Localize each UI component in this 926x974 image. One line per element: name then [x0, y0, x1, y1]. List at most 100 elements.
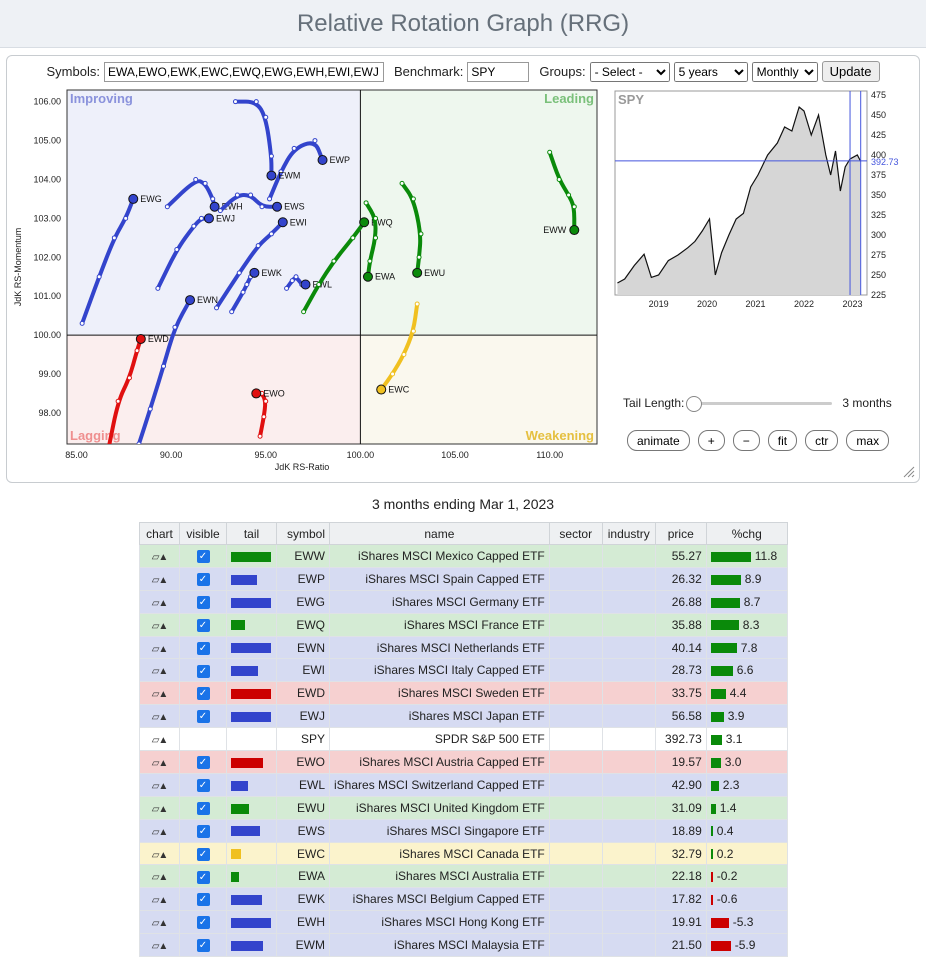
head-point-ewa[interactable]: [362, 271, 373, 282]
table-row[interactable]: ▱▲ ✓ EWI iShares MSCI Italy Capped ETF 28.73…: [139, 658, 788, 683]
chart-icon[interactable]: ▱▲: [151, 803, 169, 815]
header-chart[interactable]: chart: [139, 522, 180, 545]
visible-cell[interactable]: ✓: [179, 887, 227, 912]
benchmark-input[interactable]: [467, 61, 530, 82]
visible-cell[interactable]: ✓: [179, 612, 227, 637]
table-row[interactable]: ▱▲ ✓ EWG iShares MSCI Germany ETF 26.88 8.7: [139, 589, 788, 614]
chart-cell[interactable]: ▱▲: [139, 841, 180, 866]
table-row[interactable]: ▱▲ ✓ EWD iShares MSCI Sweden ETF 33.75 4.4: [139, 681, 788, 706]
header-visible[interactable]: visible: [179, 522, 227, 545]
chart-icon[interactable]: ▱▲: [151, 872, 169, 884]
visible-checkbox[interactable]: ✓: [196, 550, 210, 564]
chart-icon[interactable]: ▱▲: [151, 826, 169, 838]
visible-cell[interactable]: ✓: [179, 704, 227, 729]
header-symbol[interactable]: symbol: [276, 522, 330, 545]
head-point-ewu[interactable]: [412, 267, 423, 278]
fit-button[interactable]: fit: [767, 430, 798, 451]
visible-checkbox[interactable]: ✓: [196, 595, 210, 609]
visible-cell[interactable]: ✓: [179, 864, 227, 889]
visible-cell[interactable]: ✓: [179, 841, 227, 866]
head-point-ewi[interactable]: [277, 217, 288, 228]
chart-cell[interactable]: ▱▲: [139, 658, 180, 683]
visible-checkbox[interactable]: ✓: [196, 893, 210, 907]
table-row[interactable]: ▱▲ ✓ EWK iShares MSCI Belgium Capped ETF 17.…: [139, 887, 788, 912]
table-row[interactable]: ▱▲ ✓ EWN iShares MSCI Netherlands ETF 40.14 7…: [139, 635, 788, 660]
head-point-ewk[interactable]: [249, 267, 260, 278]
chart-icon[interactable]: ▱▲: [151, 689, 169, 701]
visible-cell[interactable]: ✓: [179, 818, 227, 843]
head-point-ewl[interactable]: [300, 279, 311, 290]
chart-cell[interactable]: ▱▲: [139, 887, 180, 912]
symbols-input[interactable]: [103, 61, 384, 82]
chart-cell[interactable]: ▱▲: [139, 818, 180, 843]
table-row[interactable]: ▱▲ ✓ EWW iShares MSCI Mexico Capped ETF 55.2…: [139, 544, 788, 568]
table-row[interactable]: ▱▲ ✓ EWM iShares MSCI Malaysia ETF 21.50 -5.9: [139, 933, 788, 958]
visible-checkbox[interactable]: ✓: [196, 939, 210, 953]
head-point-ewd[interactable]: [135, 333, 146, 344]
visible-checkbox[interactable]: ✓: [196, 916, 210, 930]
visible-checkbox[interactable]: ✓: [196, 870, 210, 884]
chart-cell[interactable]: ▱▲: [139, 612, 180, 637]
chart-cell[interactable]: ▱▲: [139, 795, 180, 820]
update-button[interactable]: Update: [821, 61, 880, 82]
visible-cell[interactable]: ✓: [179, 795, 227, 820]
chart-icon[interactable]: ▱▲: [151, 735, 169, 747]
table-row[interactable]: ▱▲ ✓ EWA iShares MSCI Australia ETF 22.18 -0.…: [139, 864, 788, 889]
head-point-ewp[interactable]: [317, 155, 328, 166]
visible-cell[interactable]: ✓: [179, 658, 227, 683]
chart-icon[interactable]: ▱▲: [151, 597, 169, 609]
visible-checkbox[interactable]: ✓: [196, 573, 210, 586]
resize-grip-icon[interactable]: [903, 466, 915, 478]
head-point-ewh[interactable]: [209, 201, 220, 212]
table-row[interactable]: ▱▲ ✓ EWS iShares MSCI Singapore ETF 18.89 0.4: [139, 818, 788, 843]
chart-icon[interactable]: ▱▲: [151, 780, 169, 792]
visible-checkbox[interactable]: ✓: [196, 618, 210, 632]
head-point-ewj[interactable]: [203, 213, 214, 224]
head-point-ewc[interactable]: [376, 384, 387, 395]
table-row[interactable]: ▱▲ ✓ EWQ iShares MSCI France ETF 35.88 8.3: [139, 612, 788, 637]
chart-icon[interactable]: ▱▲: [151, 643, 169, 655]
table-row[interactable]: ▱▲ ✓ EWC iShares MSCI Canada ETF 32.79 0.2: [139, 841, 788, 866]
visible-cell[interactable]: ✓: [179, 910, 227, 935]
header-tail[interactable]: tail: [226, 522, 277, 545]
chart-icon[interactable]: ▱▲: [151, 712, 169, 724]
chart-cell[interactable]: ▱▲: [139, 750, 180, 774]
table-row[interactable]: ▱▲ ✓ EWP iShares MSCI Spain Capped ETF 26.32…: [139, 566, 788, 591]
header-industry[interactable]: industry: [601, 522, 656, 545]
chart-cell[interactable]: ▱▲: [139, 910, 180, 935]
visible-checkbox[interactable]: ✓: [196, 710, 210, 724]
header-pct-change[interactable]: %chg: [705, 522, 788, 545]
slider-thumb[interactable]: [686, 396, 703, 412]
visible-cell[interactable]: [179, 727, 227, 752]
chart-icon[interactable]: ▱▲: [151, 849, 169, 861]
head-point-ews[interactable]: [272, 201, 283, 212]
chart-icon[interactable]: ▱▲: [151, 574, 169, 586]
chart-icon[interactable]: ▱▲: [151, 551, 169, 563]
visible-cell[interactable]: ✓: [179, 544, 227, 568]
chart-icon[interactable]: ▱▲: [151, 941, 169, 953]
groups-select[interactable]: - Select -: [589, 61, 670, 82]
visible-cell[interactable]: ✓: [179, 635, 227, 660]
chart-icon[interactable]: ▱▲: [151, 757, 169, 769]
visible-cell[interactable]: ✓: [179, 589, 227, 614]
zoom-out-button[interactable]: −: [732, 430, 760, 451]
center-button[interactable]: ctr: [805, 430, 839, 451]
table-row[interactable]: ▱▲ ✓ EWJ iShares MSCI Japan ETF 56.58 3.9: [139, 704, 788, 729]
frequency-select[interactable]: Monthly: [751, 61, 818, 82]
zoom-in-button[interactable]: +: [697, 430, 725, 451]
table-row[interactable]: ▱▲ ✓ EWH iShares MSCI Hong Kong ETF 19.91 -5.…: [139, 910, 788, 935]
head-point-ewq[interactable]: [359, 217, 370, 228]
max-button[interactable]: max: [846, 430, 890, 451]
visible-checkbox[interactable]: ✓: [196, 801, 210, 815]
visible-checkbox[interactable]: ✓: [196, 756, 210, 770]
chart-cell[interactable]: ▱▲: [139, 704, 180, 729]
chart-icon[interactable]: ▱▲: [151, 666, 169, 678]
chart-icon[interactable]: ▱▲: [151, 620, 169, 632]
chart-cell[interactable]: ▱▲: [139, 589, 180, 614]
chart-cell[interactable]: ▱▲: [139, 681, 180, 706]
chart-cell[interactable]: ▱▲: [139, 544, 180, 568]
tail-length-slider[interactable]: [686, 396, 833, 412]
chart-cell[interactable]: ▱▲: [139, 933, 180, 958]
visible-cell[interactable]: ✓: [179, 566, 227, 591]
period-select[interactable]: 5 years: [673, 61, 748, 82]
